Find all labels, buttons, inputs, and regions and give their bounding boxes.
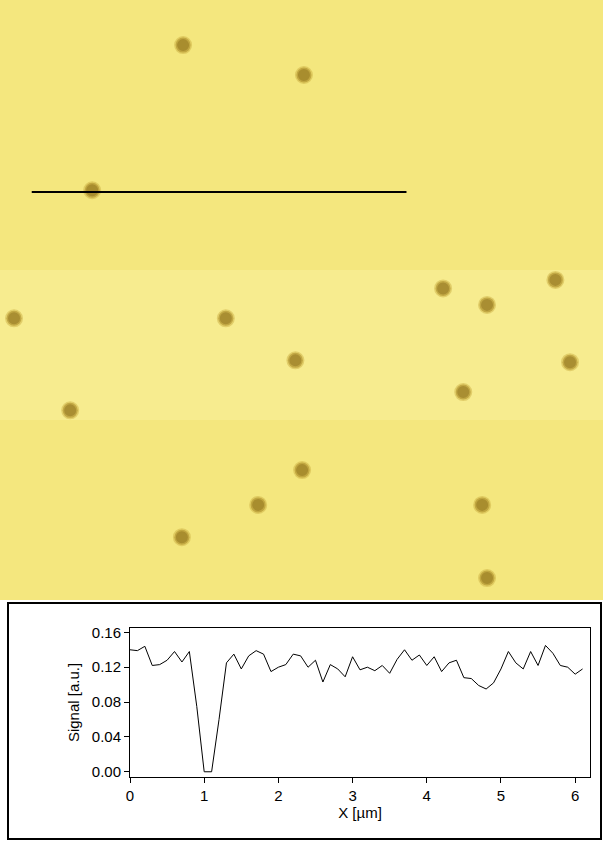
svg-text:0: 0 [126, 787, 134, 804]
svg-text:0.08: 0.08 [92, 693, 121, 710]
svg-text:3: 3 [348, 787, 356, 804]
svg-text:5: 5 [497, 787, 505, 804]
svg-text:0.00: 0.00 [92, 763, 121, 780]
svg-text:2: 2 [274, 787, 282, 804]
svg-text:0.04: 0.04 [92, 728, 121, 745]
svg-text:6: 6 [571, 787, 579, 804]
svg-text:4: 4 [423, 787, 431, 804]
svg-text:0.16: 0.16 [92, 624, 121, 641]
svg-text:0.12: 0.12 [92, 658, 121, 675]
svg-text:X [µm]: X [µm] [338, 804, 382, 821]
svg-text:Signal [a.u.]: Signal [a.u.] [65, 663, 82, 742]
svg-text:1: 1 [200, 787, 208, 804]
